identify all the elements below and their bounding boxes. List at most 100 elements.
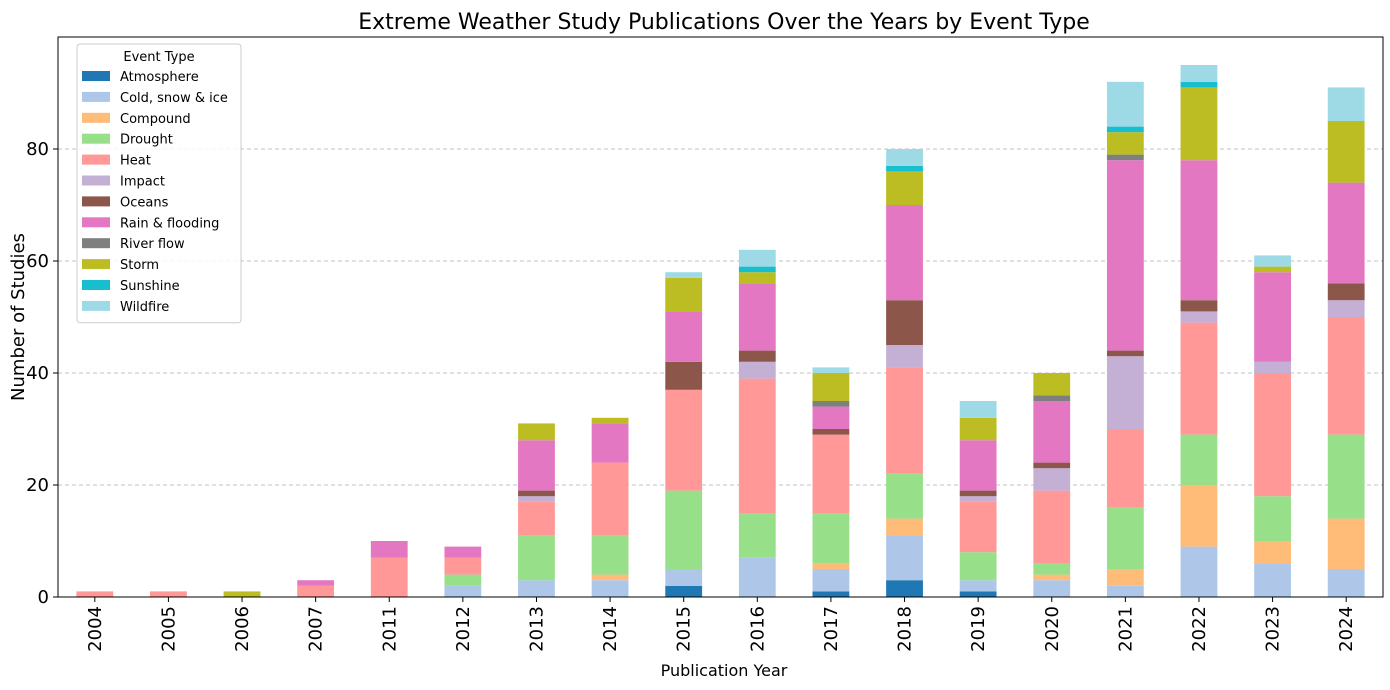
- x-axis-label: Publication Year: [661, 661, 788, 680]
- bar-2011-rain-flooding: [370, 541, 408, 558]
- bar-2022-wildfire: [1180, 65, 1218, 82]
- bar-2016-rain-flooding: [738, 283, 776, 351]
- bar-2013-drought: [518, 535, 555, 581]
- y-tick-label-20: 20: [26, 475, 49, 496]
- legend-swatch-compound: [82, 112, 110, 123]
- x-tick-label-2022: 2022: [1189, 606, 1210, 652]
- x-tick-label-2017: 2017: [821, 606, 842, 652]
- x-tick-label-2019: 2019: [968, 606, 989, 652]
- bar-2017-atmosphere: [812, 591, 850, 597]
- bar-2018-compound: [886, 518, 923, 536]
- bar-2007-rain-flooding: [297, 580, 335, 586]
- bar-2016-heat: [738, 378, 776, 513]
- bar-2021-storm: [1106, 132, 1144, 155]
- y-tick-label-40: 40: [26, 363, 49, 384]
- bar-2023-cold-snow-ice: [1254, 563, 1291, 597]
- bar-2017-rain-flooding: [812, 406, 850, 429]
- bar-2021-oceans: [1106, 350, 1144, 357]
- bar-2016-cold-snow-ice: [738, 557, 776, 597]
- bar-2021-impact: [1106, 356, 1144, 429]
- bar-2014-storm: [591, 417, 629, 424]
- bar-2023-compound: [1254, 541, 1291, 564]
- bar-2023-rain-flooding: [1254, 272, 1291, 362]
- bar-2016-wildfire: [738, 249, 776, 267]
- bar-2018-rain-flooding: [886, 205, 923, 301]
- bar-2022-impact: [1180, 311, 1218, 323]
- bar-2024-drought: [1327, 434, 1365, 519]
- x-tick-label-2007: 2007: [306, 606, 327, 652]
- bar-2022-storm: [1180, 87, 1218, 161]
- bar-2021-drought: [1106, 507, 1144, 569]
- bar-2024-impact: [1327, 300, 1365, 317]
- bar-2019-impact: [959, 496, 997, 502]
- legend-label-storm: Storm: [120, 258, 159, 273]
- x-tick-label-2016: 2016: [747, 606, 768, 652]
- bar-2015-oceans: [665, 361, 703, 390]
- x-tick-label-2020: 2020: [1042, 606, 1063, 652]
- bar-2020-drought: [1033, 563, 1071, 575]
- x-tick-label-2004: 2004: [85, 606, 106, 652]
- bar-2022-compound: [1180, 485, 1218, 547]
- legend-label-compound: Compound: [120, 112, 191, 127]
- bar-2018-oceans: [886, 300, 923, 345]
- bar-2016-sunshine: [738, 266, 776, 273]
- legend-swatch-river-flow: [82, 238, 110, 249]
- legend-label-river-flow: River flow: [120, 237, 185, 252]
- legend-title: Event Type: [123, 50, 194, 65]
- legend-label-oceans: Oceans: [120, 195, 169, 210]
- y-tick-label-80: 80: [26, 139, 49, 160]
- bar-2014-cold-snow-ice: [591, 580, 629, 597]
- bar-2017-storm: [812, 373, 850, 401]
- legend-label-wildfire: Wildfire: [120, 300, 169, 315]
- bar-2023-heat: [1254, 373, 1291, 497]
- bar-2018-impact: [886, 345, 923, 368]
- bar-2018-cold-snow-ice: [886, 535, 923, 581]
- bar-2020-compound: [1033, 574, 1071, 581]
- bar-2012-drought: [444, 574, 482, 586]
- bar-2022-oceans: [1180, 300, 1218, 312]
- bar-2023-storm: [1254, 266, 1291, 273]
- bar-2014-drought: [591, 535, 629, 575]
- legend-swatch-wildfire: [82, 300, 110, 311]
- chart-title: Extreme Weather Study Publications Over …: [358, 10, 1090, 35]
- bar-2014-rain-flooding: [591, 423, 629, 463]
- y-tick-label-0: 0: [38, 587, 49, 608]
- bar-2020-river-flow: [1033, 395, 1071, 401]
- x-tick-label-2012: 2012: [453, 606, 474, 652]
- legend-label-cold-snow-ice: Cold, snow & ice: [120, 91, 228, 106]
- bar-2017-wildfire: [812, 367, 850, 373]
- x-tick-label-2014: 2014: [600, 606, 621, 652]
- axes: 0 20 40 60 80 2004 2005 2006 2007 2011 2012 2013 201…: [26, 36, 1384, 652]
- bar-2013-oceans: [518, 490, 555, 497]
- bar-2020-oceans: [1033, 462, 1071, 469]
- bar-2015-storm: [665, 277, 703, 312]
- bar-2005-heat: [150, 591, 187, 597]
- bar-2023-drought: [1254, 496, 1291, 541]
- x-tick-label-2011: 2011: [379, 606, 400, 652]
- bar-2019-atmosphere: [959, 591, 997, 597]
- bar-2011-heat: [370, 557, 408, 597]
- bar-2014-heat: [591, 462, 629, 536]
- legend: Event Type Atmosphere Cold, snow & ice Comp…: [76, 43, 242, 324]
- legend-swatch-rain-flooding: [82, 217, 110, 228]
- bar-2012-rain-flooding: [444, 546, 482, 558]
- bar-2023-wildfire: [1254, 255, 1291, 267]
- bar-2024-heat: [1327, 317, 1365, 435]
- bar-2020-storm: [1033, 373, 1071, 396]
- bar-2021-sunshine: [1106, 126, 1144, 133]
- legend-swatch-drought: [82, 133, 110, 144]
- bar-2015-cold-snow-ice: [665, 569, 703, 586]
- bar-2015-heat: [665, 389, 703, 491]
- bar-2023-impact: [1254, 361, 1291, 373]
- bar-2019-heat: [959, 501, 997, 553]
- bar-2013-cold-snow-ice: [518, 580, 555, 597]
- bar-2021-wildfire: [1106, 81, 1144, 127]
- legend-swatch-oceans: [82, 196, 110, 207]
- bar-2007-heat: [297, 585, 335, 597]
- legend-label-rain-flooding: Rain & flooding: [120, 216, 219, 231]
- y-tick-label-60: 60: [26, 251, 49, 272]
- bar-2016-impact: [738, 361, 776, 379]
- bar-2020-heat: [1033, 490, 1071, 564]
- bar-2021-heat: [1106, 429, 1144, 508]
- x-tick-label-2015: 2015: [674, 606, 695, 652]
